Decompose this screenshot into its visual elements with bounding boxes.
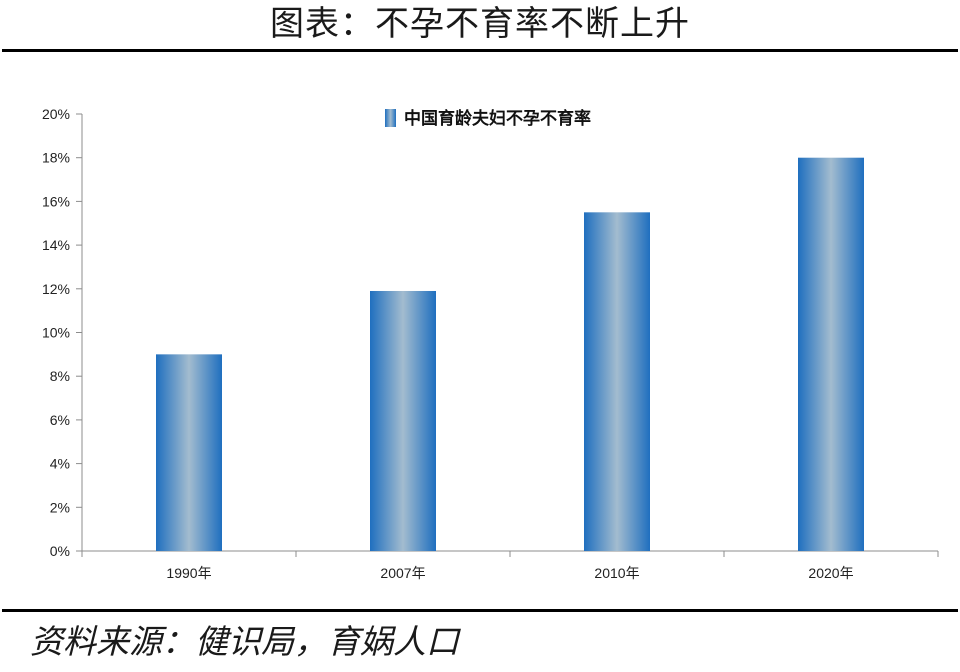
y-tick-label: 14% [42, 237, 70, 253]
y-axis-ticks: 0% 2% 4% 6% 8% 10% 12% 14% 16% 18% 20% [42, 106, 82, 559]
y-tick-label: 4% [50, 456, 70, 472]
bottom-divider [2, 609, 958, 612]
y-tick-label: 16% [42, 193, 70, 209]
page-title: 图表：不孕不育率不断上升 [270, 4, 690, 44]
y-tick-label: 10% [42, 325, 70, 341]
top-divider [2, 49, 958, 52]
x-tick-label: 2007年 [380, 565, 425, 581]
bar [156, 354, 222, 551]
y-tick-label: 18% [42, 150, 70, 166]
y-tick-label: 6% [50, 412, 70, 428]
x-tick-label: 2020年 [808, 565, 853, 581]
legend-label: 中国育龄夫妇不孕不育率 [404, 108, 591, 129]
y-tick-label: 2% [50, 499, 70, 515]
y-tick-label: 20% [42, 106, 70, 122]
legend-swatch [385, 109, 396, 127]
x-axis-ticks: 1990年 2007年 2010年 2020年 [81, 551, 939, 581]
y-tick-label: 12% [42, 281, 70, 297]
source-note: 资料来源：健识局，育娲人口 [30, 622, 459, 661]
y-tick-label: 8% [50, 368, 70, 384]
x-tick-label: 1990年 [166, 565, 211, 581]
bar [584, 212, 650, 551]
bar [798, 157, 864, 551]
x-tick-label: 2010年 [594, 565, 639, 581]
bar-series [156, 157, 864, 551]
bar-chart: 0% 2% 4% 6% 8% 10% 12% 14% 16% 18% 20% 1990年 2007年 2… [42, 106, 939, 581]
bar [370, 290, 436, 551]
chart-legend: 中国育龄夫妇不孕不育率 [385, 108, 591, 129]
y-tick-label: 0% [50, 543, 70, 559]
